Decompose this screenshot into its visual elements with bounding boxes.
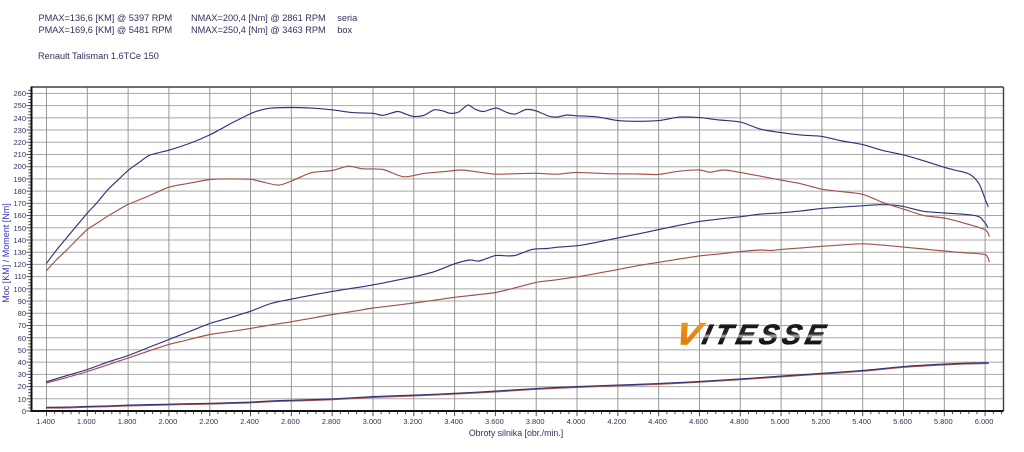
svg-text:ITESSE: ITESSE xyxy=(699,319,832,350)
